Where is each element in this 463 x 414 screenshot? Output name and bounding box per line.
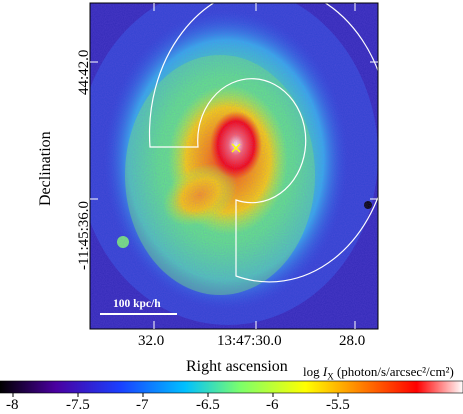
colorbar-tick-label-5: -6 <box>266 397 279 413</box>
tick-marks <box>90 3 378 329</box>
region-outline <box>148 0 391 283</box>
scale-bar-label: 100 kpc/h <box>113 298 161 310</box>
y-axis-title: Declination <box>37 131 54 206</box>
colorbar-tick-label-2: -7.5 <box>66 397 90 413</box>
x-axis-title: Right ascension <box>186 358 288 375</box>
colorbar-tick-label-4: -6.5 <box>196 397 220 413</box>
colorbar-title: log IX (photon/s/arcsec²/cm²) <box>303 364 454 382</box>
y-tick-label-2: -11:45:36.0 <box>76 200 92 270</box>
colorbar-tick-label-6: -5.5 <box>326 397 350 413</box>
x-tick-label-1: 32.0 <box>138 333 165 349</box>
colorbar-ticks <box>12 393 339 397</box>
center-x-marker <box>231 143 241 153</box>
colorbar <box>0 380 463 394</box>
x-tick-label-2: 13:47:30.0 <box>217 333 282 349</box>
xray-image <box>90 3 378 329</box>
x-tick-label-3: 28.0 <box>339 333 366 349</box>
y-tick-label-1: 44:42.0 <box>76 49 92 95</box>
plot-frame <box>89 2 379 330</box>
colorbar-tick-label-1: -8 <box>6 397 19 413</box>
colorbar-tick-label-3: -7 <box>136 397 149 413</box>
